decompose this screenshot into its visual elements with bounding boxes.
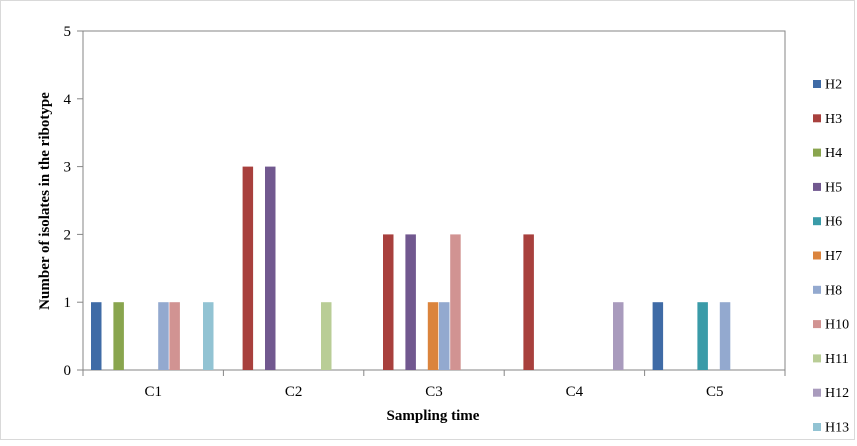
- bar-H7-C3: [427, 302, 439, 370]
- bar-H5-C3: [405, 234, 416, 370]
- bar-H12-C4: [613, 302, 624, 370]
- y-axis-title: Number of isolates in the ribotype: [37, 92, 53, 310]
- legend-swatch-H3: [813, 114, 821, 123]
- bar-H5-C2: [265, 166, 276, 370]
- legend-label-H7: H7: [825, 249, 842, 264]
- legend-swatch-H13: [813, 423, 821, 431]
- bar-H3-C4: [523, 234, 534, 370]
- bar-H3-C2: [242, 166, 254, 370]
- y-tick-label: 1: [64, 295, 72, 311]
- legend-label-H6: H6: [825, 215, 842, 230]
- legend-swatch-H12: [813, 388, 821, 397]
- bars: [91, 166, 731, 370]
- legend-label-H4: H4: [825, 146, 842, 161]
- bar-H8-C1: [158, 302, 169, 370]
- legend-swatch-H6: [813, 217, 821, 226]
- bar-H8-C3: [439, 302, 450, 370]
- legend-label-H8: H8: [825, 283, 842, 298]
- bar-H6-C5: [697, 302, 708, 370]
- x-axis-title: Sampling time: [387, 408, 480, 424]
- x-tick-label: C4: [566, 384, 584, 400]
- legend-label-H10: H10: [825, 318, 849, 333]
- bar-H13-C1: [203, 302, 214, 370]
- y-tick-label: 5: [64, 24, 72, 40]
- legend-swatch-H10: [813, 320, 821, 329]
- legend-swatch-H11: [813, 354, 821, 363]
- y-tick-label: 0: [64, 363, 72, 379]
- legend-swatch-H4: [813, 148, 821, 157]
- legend-swatch-H5: [813, 182, 821, 191]
- legend-label-H2: H2: [825, 78, 842, 93]
- y-tick-label: 3: [64, 160, 72, 176]
- legend-label-H13: H13: [825, 421, 849, 436]
- legend-swatch-H2: [813, 80, 821, 88]
- y-tick-label: 2: [64, 227, 72, 243]
- legend-label-H3: H3: [825, 112, 842, 127]
- y-tick-label: 4: [64, 92, 72, 108]
- bar-H2-C5: [652, 302, 664, 370]
- bar-H3-C3: [383, 234, 394, 370]
- x-tick-label: C1: [144, 384, 162, 400]
- x-tick-label: C3: [425, 384, 443, 400]
- bar-H10-C3: [450, 234, 461, 370]
- axes: Sampling time Number of isolates in the …: [37, 24, 786, 424]
- legend-swatch-H8: [813, 285, 821, 294]
- bar-H4-C1: [113, 302, 124, 370]
- bar-H8-C5: [719, 302, 731, 370]
- legend-swatch-H7: [813, 251, 821, 260]
- bar-H2-C1: [91, 302, 102, 370]
- legend-label-H11: H11: [825, 352, 849, 367]
- bar-H11-C2: [321, 302, 332, 370]
- legend-label-H12: H12: [825, 386, 849, 401]
- bar-H10-C1: [169, 302, 180, 370]
- x-tick-label: C5: [706, 384, 724, 400]
- legend-label-H5: H5: [825, 180, 842, 195]
- legend: H2 H3 H4 H5 H6 H7 H8 H10 H11 H12 H13: [813, 78, 849, 436]
- x-tick-label: C2: [285, 384, 303, 400]
